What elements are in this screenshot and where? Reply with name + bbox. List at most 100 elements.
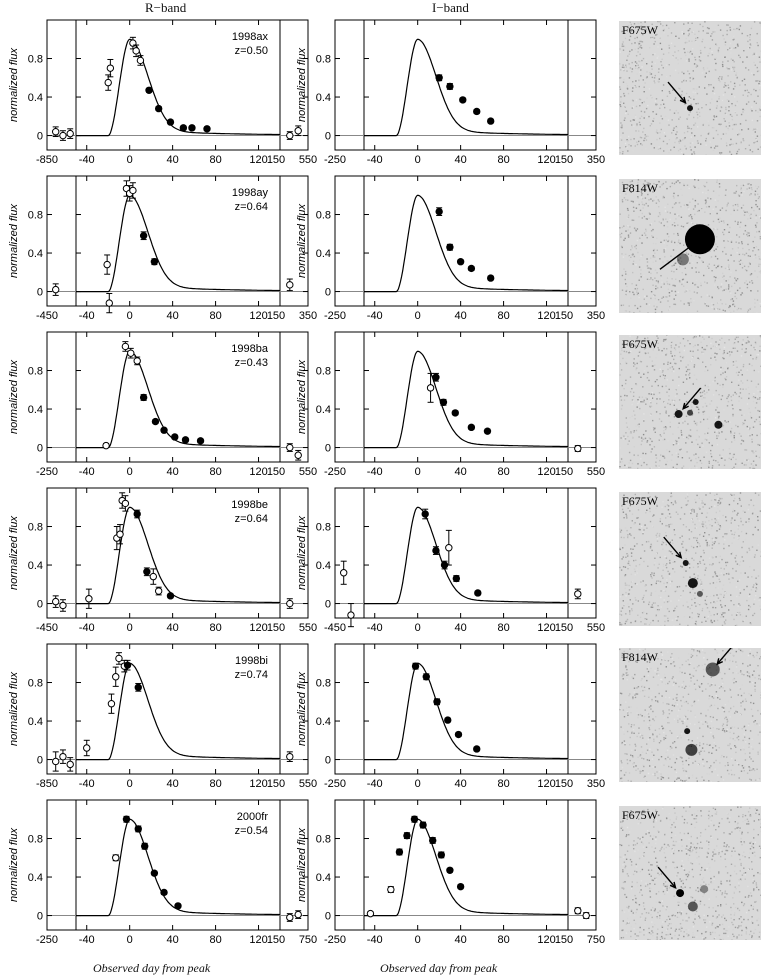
noise-pixel: [652, 718, 654, 720]
noise-pixel: [682, 770, 685, 772]
noise-pixel: [758, 265, 760, 267]
noise-pixel: [727, 84, 729, 86]
noise-pixel: [625, 351, 628, 353]
noise-pixel: [660, 756, 663, 758]
noise-pixel: [707, 615, 709, 618]
noise-pixel: [637, 67, 639, 70]
noise-pixel: [749, 217, 752, 219]
noise-pixel: [702, 191, 704, 194]
noise-pixel: [649, 547, 652, 549]
noise-pixel: [740, 770, 743, 772]
noise-pixel: [723, 730, 726, 732]
noise-pixel: [719, 593, 721, 595]
noise-pixel: [658, 758, 660, 761]
noise-pixel: [737, 580, 739, 582]
noise-pixel: [620, 770, 622, 772]
data-point: [121, 499, 130, 508]
noise-pixel: [648, 379, 650, 382]
noise-pixel: [651, 688, 653, 691]
noise-pixel: [629, 533, 631, 535]
noise-pixel: [738, 383, 741, 385]
noise-pixel: [621, 349, 623, 352]
noise-pixel: [676, 131, 678, 133]
noise-pixel: [739, 604, 741, 606]
noise-pixel: [620, 96, 622, 98]
noise-pixel: [744, 752, 746, 755]
noise-pixel: [641, 612, 644, 614]
noise-pixel: [734, 204, 737, 206]
noise-pixel: [692, 222, 694, 225]
noise-pixel: [741, 80, 744, 82]
noise-pixel: [700, 721, 702, 723]
noise-pixel: [633, 762, 635, 764]
noise-pixel: [623, 239, 625, 241]
noise-pixel: [666, 601, 669, 603]
noise-pixel: [629, 291, 631, 293]
noise-pixel: [735, 586, 738, 588]
right-subpanel-frame: [279, 175, 309, 307]
noise-pixel: [746, 371, 748, 373]
noise-pixel: [683, 769, 685, 772]
noise-pixel: [629, 504, 632, 507]
noise-pixel: [671, 370, 673, 373]
x-tick-label: 80: [209, 622, 221, 634]
noise-pixel: [721, 558, 723, 561]
noise-pixel: [738, 462, 740, 464]
noise-pixel: [632, 395, 635, 397]
noise-pixel: [758, 410, 761, 412]
noise-pixel: [668, 572, 671, 575]
noise-pixel: [718, 411, 720, 414]
noise-pixel: [648, 199, 650, 201]
noise-pixel: [692, 594, 695, 597]
noise-pixel: [692, 282, 694, 284]
noise-pixel: [722, 536, 724, 538]
noise-pixel: [656, 540, 659, 542]
noise-pixel: [694, 206, 696, 208]
noise-pixel: [712, 716, 714, 719]
noise-pixel: [638, 351, 641, 353]
noise-pixel: [631, 124, 633, 126]
noise-pixel: [663, 282, 665, 284]
data-point: [103, 260, 111, 269]
noise-pixel: [731, 128, 734, 130]
noise-pixel: [755, 54, 758, 56]
noise-pixel: [635, 230, 637, 232]
x-tick-label: 0: [415, 466, 421, 478]
data-point: [411, 662, 420, 670]
noise-pixel: [643, 91, 645, 93]
noise-pixel: [750, 193, 752, 195]
noise-pixel: [706, 262, 708, 264]
noise-pixel: [749, 411, 752, 414]
noise-pixel: [696, 92, 699, 95]
noise-pixel: [750, 354, 752, 356]
noise-pixel: [678, 142, 681, 144]
noise-pixel: [629, 599, 631, 601]
redshift-label: z=0.64: [235, 201, 268, 213]
noise-pixel: [641, 396, 644, 398]
data-point: [150, 869, 159, 877]
noise-pixel: [660, 435, 662, 437]
noise-pixel: [749, 39, 751, 41]
noise-pixel: [669, 541, 671, 543]
noise-pixel: [640, 524, 642, 526]
noise-pixel: [648, 687, 650, 690]
noise-pixel: [699, 445, 701, 447]
noise-pixel: [708, 767, 711, 769]
noise-pixel: [619, 547, 621, 549]
noise-pixel: [673, 625, 675, 626]
noise-pixel: [695, 66, 698, 68]
noise-pixel: [620, 122, 622, 124]
noise-pixel: [723, 357, 725, 360]
noise-pixel: [690, 360, 692, 362]
right-subpanel-frame: [279, 643, 309, 775]
noise-pixel: [739, 287, 741, 289]
noise-pixel: [679, 148, 682, 150]
noise-pixel: [672, 662, 674, 664]
noise-pixel: [641, 201, 643, 203]
noise-pixel: [756, 434, 758, 437]
noise-pixel: [671, 399, 674, 401]
noise-pixel: [733, 435, 735, 437]
noise-pixel: [707, 135, 709, 137]
noise-pixel: [660, 775, 662, 778]
